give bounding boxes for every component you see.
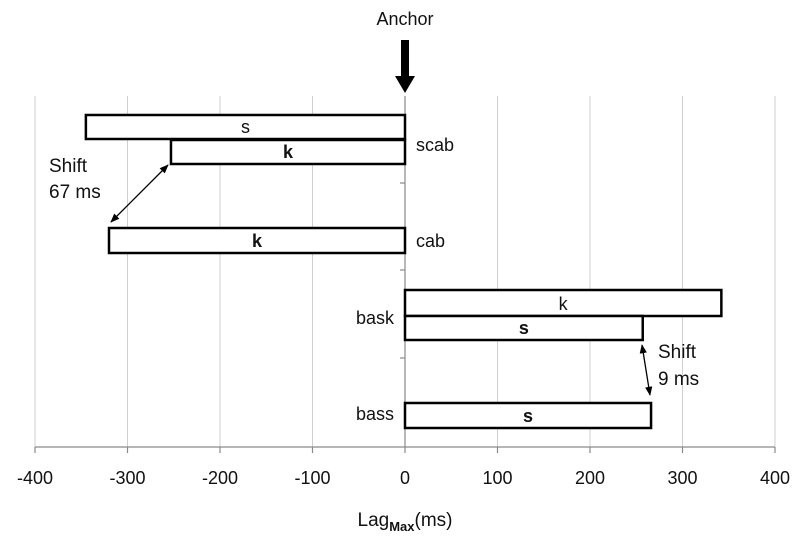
- x-tick-label: -300: [109, 468, 145, 488]
- x-tick-label: 0: [400, 468, 410, 488]
- bar-label: s: [519, 318, 529, 338]
- word-label-bass: bass: [356, 404, 394, 424]
- x-tick-label: 100: [482, 468, 512, 488]
- x-tick-label: 400: [760, 468, 790, 488]
- shift-annotation-1: Shift 67 ms: [49, 156, 169, 223]
- x-tick-labels: -400 -300 -200 -100 0 100 200 300 400: [17, 468, 790, 488]
- x-tick-label: 300: [667, 468, 697, 488]
- shift-arrow-1-icon: [110, 164, 169, 223]
- x-tick-label: -100: [294, 468, 330, 488]
- shift-arrow-2-icon: [639, 344, 653, 396]
- bar-label: k: [283, 142, 294, 162]
- bar-cab-k: [107, 226, 407, 255]
- bar-scab-k: [169, 138, 407, 166]
- x-tick-label: -400: [17, 468, 53, 488]
- word-label-bask: bask: [356, 308, 395, 328]
- x-axis-label: LagMax(ms): [358, 510, 453, 534]
- shift-label-2: Shift: [658, 342, 697, 363]
- bars: s k k k s s: [84, 113, 723, 430]
- bar-label: k: [252, 231, 263, 251]
- word-label-scab: scab: [416, 135, 454, 155]
- word-label-cab: cab: [416, 231, 445, 251]
- bar-label: k: [559, 294, 569, 314]
- bar-label: s: [523, 406, 533, 426]
- bar-bass-s: [403, 401, 653, 430]
- x-tick-label: 200: [575, 468, 605, 488]
- word-labels: scab cab bask bass: [356, 135, 454, 424]
- anchor-label: Anchor: [376, 9, 433, 29]
- shift-value-2: 9 ms: [658, 369, 699, 390]
- shift-value-1: 67 ms: [49, 182, 101, 203]
- shift-annotation-2: Shift 9 ms: [639, 342, 699, 396]
- bar-bask-s: [403, 314, 644, 342]
- x-tick-label: -200: [202, 468, 238, 488]
- anchor-arrow-icon: [395, 40, 415, 93]
- bar-label: s: [241, 117, 250, 137]
- shift-label-1: Shift: [49, 156, 88, 177]
